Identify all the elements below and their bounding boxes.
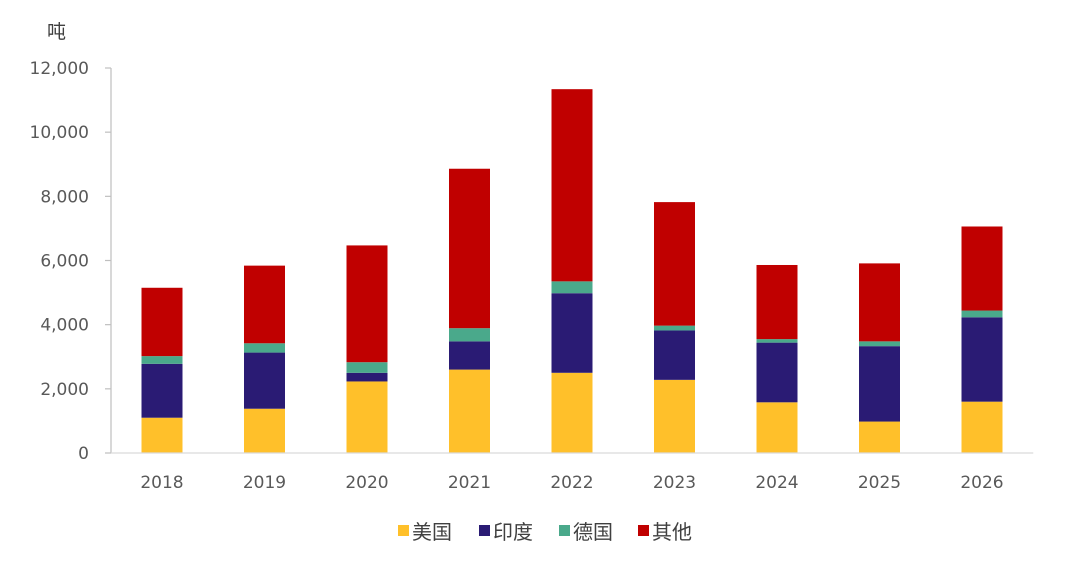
x-tick-label: 2019: [243, 473, 286, 493]
legend-item-2: 德国: [559, 520, 613, 544]
x-tick-label: 2023: [653, 473, 696, 493]
bar-segment-2026-0: [962, 402, 1003, 453]
legend-item-3: 其他: [638, 520, 692, 544]
bar-segment-2018-2: [142, 356, 183, 364]
bar-segment-2021-3: [449, 169, 490, 328]
x-axis: 2018 2019 2020 2021 2022 2023 2024 2025 2026: [111, 453, 1033, 493]
bar-segment-2026-3: [962, 226, 1003, 310]
bar-segment-2020-2: [347, 362, 388, 373]
bar-segment-2018-1: [142, 364, 183, 418]
legend-item-1: 印度: [479, 520, 533, 544]
legend-label: 其他: [652, 520, 692, 544]
chart-container: 吨 0 2,000 4,000 6,000 8,000 10,000 12,000 2018…: [0, 0, 1080, 575]
x-tick-label: 2020: [345, 473, 388, 493]
bar-segment-2025-2: [859, 341, 900, 346]
y-tick-label: 6,000: [40, 252, 89, 272]
bar-segment-2020-0: [347, 381, 388, 453]
y-axis: 0 2,000 4,000 6,000 8,000 10,000 12,000: [30, 59, 111, 464]
x-tick-label: 2021: [448, 473, 491, 493]
bar-stack-2024: [757, 265, 798, 453]
stacked-bar-chart: 吨 0 2,000 4,000 6,000 8,000 10,000 12,000 2018…: [0, 0, 1080, 575]
legend-item-0: 美国: [398, 520, 452, 544]
bar-segment-2025-1: [859, 346, 900, 421]
bar-stack-2023: [654, 202, 695, 453]
bar-stack-2018: [142, 288, 183, 453]
bar-stack-2022: [552, 89, 593, 453]
legend-swatch: [398, 525, 409, 536]
bar-segment-2022-0: [552, 373, 593, 453]
bar-segment-2021-0: [449, 370, 490, 453]
bar-segment-2025-0: [859, 422, 900, 453]
x-tick-label: 2022: [550, 473, 593, 493]
bar-stack-2025: [859, 263, 900, 453]
bar-segment-2020-1: [347, 373, 388, 382]
x-tick-label: 2018: [140, 473, 183, 493]
y-tick-label: 8,000: [40, 187, 89, 207]
bar-segment-2022-2: [552, 281, 593, 293]
bar-segment-2019-0: [244, 409, 285, 453]
bar-segment-2019-3: [244, 266, 285, 344]
y-tick-label: 10,000: [30, 123, 89, 143]
y-tick-label: 12,000: [30, 59, 89, 79]
bar-segment-2020-3: [347, 245, 388, 362]
y-tick-label: 4,000: [40, 316, 89, 336]
x-tick-label: 2024: [755, 473, 798, 493]
bar-segment-2023-1: [654, 330, 695, 379]
bar-segment-2019-2: [244, 343, 285, 352]
bar-segment-2021-1: [449, 341, 490, 369]
bar-series-group: [142, 89, 1003, 453]
y-axis-unit-label: 吨: [47, 21, 66, 43]
bar-segment-2024-0: [757, 402, 798, 453]
bar-segment-2021-2: [449, 328, 490, 341]
bar-segment-2024-3: [757, 265, 798, 339]
bar-segment-2023-3: [654, 202, 695, 326]
legend: 美国 印度 德国 其他: [398, 520, 692, 544]
legend-swatch: [559, 525, 570, 536]
bar-segment-2026-2: [962, 311, 1003, 318]
bar-stack-2020: [347, 245, 388, 453]
bar-segment-2022-1: [552, 293, 593, 373]
bar-segment-2025-3: [859, 263, 900, 341]
legend-label: 德国: [573, 520, 613, 544]
bar-segment-2019-1: [244, 353, 285, 409]
bar-segment-2026-1: [962, 317, 1003, 401]
legend-swatch: [638, 525, 649, 536]
bar-segment-2023-2: [654, 326, 695, 331]
bar-stack-2026: [962, 226, 1003, 453]
bar-stack-2019: [244, 266, 285, 453]
bar-segment-2018-3: [142, 288, 183, 356]
legend-swatch: [479, 525, 490, 536]
bar-segment-2024-2: [757, 339, 798, 343]
x-tick-label: 2026: [960, 473, 1003, 493]
bar-segment-2023-0: [654, 380, 695, 453]
x-tick-label: 2025: [858, 473, 901, 493]
y-tick-label: 0: [78, 444, 89, 464]
bar-segment-2022-3: [552, 89, 593, 281]
legend-label: 印度: [493, 520, 533, 544]
bar-stack-2021: [449, 169, 490, 453]
legend-label: 美国: [412, 520, 452, 544]
bar-segment-2018-0: [142, 418, 183, 453]
y-tick-label: 2,000: [40, 380, 89, 400]
bar-segment-2024-1: [757, 343, 798, 403]
